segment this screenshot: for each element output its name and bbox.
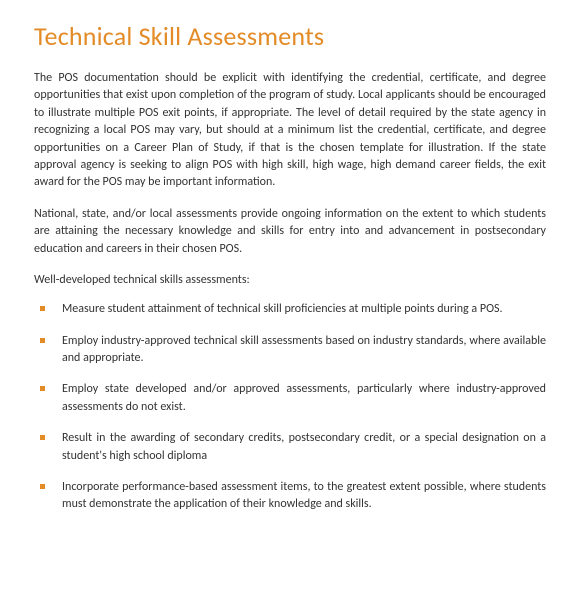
page-title: Technical Skill Assessments [34, 20, 546, 52]
paragraph-1: The POS documentation should be explicit… [34, 70, 546, 192]
bullet-list: Measure student attainment of technical … [34, 301, 546, 514]
paragraph-2: National, state, and/or local assessment… [34, 206, 546, 258]
list-item: Employ state developed and/or approved a… [34, 381, 546, 416]
list-item: Result in the awarding of secondary cred… [34, 430, 546, 465]
list-item: Incorporate performance-based assessment… [34, 479, 546, 514]
list-item: Employ industry-approved technical skill… [34, 333, 546, 368]
list-intro: Well-developed technical skills assessme… [34, 272, 546, 289]
list-item: Measure student attainment of technical … [34, 301, 546, 318]
